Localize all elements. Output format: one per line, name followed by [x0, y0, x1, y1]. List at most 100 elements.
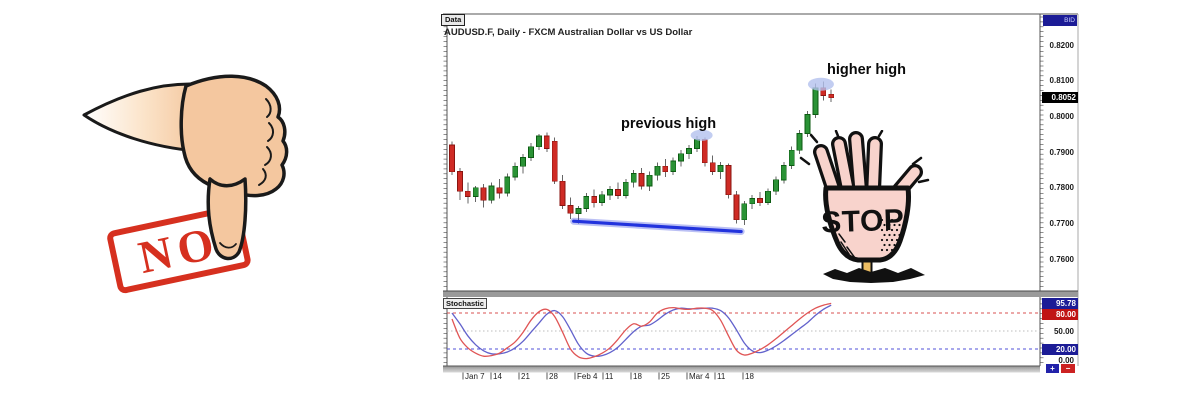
candle	[583, 196, 590, 209]
price-tick-label: 0.7600	[1049, 254, 1074, 264]
candle	[788, 149, 795, 166]
candle	[646, 174, 653, 187]
candle	[615, 189, 621, 196]
stochastic-band-lines	[447, 312, 1040, 350]
date-label: 11	[717, 372, 726, 381]
thumb-shape	[206, 177, 248, 261]
halftone-dot	[893, 223, 896, 227]
candle	[804, 114, 811, 134]
zoom-in-button[interactable]: +	[1046, 364, 1059, 373]
halftone-dot	[883, 233, 886, 237]
date-label: 28	[549, 372, 558, 381]
candle	[567, 205, 574, 214]
previous-high-annotation: previous high	[621, 116, 717, 132]
halftone-dots	[880, 218, 901, 252]
price-tick-label: 0.8100	[1049, 76, 1074, 85]
candle	[780, 165, 787, 181]
pane-separator[interactable]	[443, 291, 1078, 297]
halftone-dot	[898, 233, 901, 237]
support-trendline	[570, 217, 745, 236]
candle	[765, 190, 771, 203]
swing-high-highlight	[690, 129, 713, 141]
halftone-dot	[890, 248, 894, 252]
candle	[654, 165, 661, 176]
date-label: Mar 4	[689, 372, 710, 381]
price-tick-label: 0.7700	[1049, 219, 1074, 228]
chart-title: AUDUSD.F, Daily - FXCM Australian Dollar…	[444, 27, 693, 38]
thumbs-down-no-graphic: NO	[82, 74, 289, 294]
halftone-dot	[885, 228, 889, 232]
candle	[543, 135, 550, 149]
candle	[773, 179, 779, 192]
candle	[717, 165, 724, 173]
candle	[504, 176, 511, 194]
halftone-dot	[890, 218, 894, 222]
candle	[694, 139, 700, 149]
motion-dashes	[799, 130, 930, 184]
candle	[741, 203, 748, 221]
halftone-dot	[880, 248, 884, 252]
halftone-dot	[890, 238, 894, 242]
candle	[559, 180, 566, 206]
halftone-dot	[888, 233, 891, 237]
price-tick-label: 0.8200	[1049, 40, 1074, 50]
halftone-dot	[898, 243, 901, 247]
candle	[512, 165, 519, 178]
candle	[575, 207, 582, 214]
halftone-dot	[898, 223, 901, 227]
date-label: 14	[493, 372, 502, 381]
higher-high-annotation: higher high	[827, 62, 906, 78]
candle	[796, 133, 803, 151]
candle	[630, 172, 637, 183]
halftone-dot	[883, 223, 886, 227]
halftone-dot	[888, 243, 891, 247]
candle	[520, 156, 526, 167]
candle	[709, 162, 716, 172]
halftone-dot	[883, 243, 886, 247]
stop-hand-graphic: STOP	[799, 130, 930, 283]
stochastic-k-line	[451, 302, 832, 360]
halftone-dot	[880, 218, 884, 222]
swing-high-highlights	[690, 77, 834, 141]
price-tick-label: 0.7900	[1049, 147, 1074, 157]
date-tick-marks	[462, 372, 744, 380]
candle	[607, 189, 613, 196]
last-price-box: 0.8052	[1042, 92, 1078, 103]
halftone-dot	[893, 243, 896, 247]
stochastic-current-box: 95.78	[1042, 297, 1078, 309]
zoom-out-button[interactable]: −	[1061, 364, 1075, 373]
candle	[551, 140, 558, 182]
bottom-strip-scrollbar[interactable]	[443, 366, 1040, 373]
candle	[591, 196, 598, 204]
palm-hatching	[838, 233, 856, 259]
price-tick-label: 0.7800	[1049, 183, 1074, 192]
candle	[828, 93, 835, 99]
knuckle-lines	[258, 98, 274, 186]
candle	[749, 197, 756, 205]
date-label: 11	[605, 372, 614, 381]
halftone-dot	[880, 238, 884, 242]
stochastic-tab[interactable]: Stochastic	[443, 298, 487, 309]
candle	[480, 187, 487, 201]
candle	[812, 87, 819, 116]
candle	[670, 160, 677, 172]
halftone-dot	[895, 248, 899, 252]
swing-high-highlight	[807, 77, 834, 91]
palm	[823, 185, 911, 263]
date-label: 25	[661, 372, 670, 381]
halftone-dot	[880, 228, 884, 232]
candle	[678, 153, 684, 162]
data-tab[interactable]: Data	[441, 14, 466, 26]
candlestick-series	[449, 81, 835, 226]
price-tick-label: 0.8000	[1049, 112, 1074, 121]
date-label: Feb 4	[577, 372, 598, 381]
candle	[488, 185, 495, 201]
halftone-dot	[888, 223, 891, 227]
candle	[472, 187, 479, 197]
axis-tick-marks	[443, 16, 1044, 364]
candle	[449, 144, 455, 173]
candle	[638, 172, 645, 187]
date-label: 18	[633, 372, 642, 381]
